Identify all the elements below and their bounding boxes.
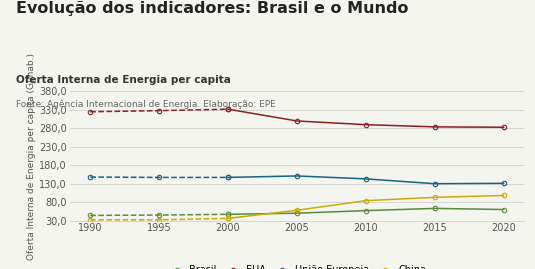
Text: Evolução dos indicadores: Brasil e o Mundo: Evolução dos indicadores: Brasil e o Mun… [16,1,409,16]
Text: Fonte: Agência Internacional de Energia. Elaboração: EPE: Fonte: Agência Internacional de Energia.… [16,100,276,109]
Text: Oferta Interna de Energia per capita: Oferta Interna de Energia per capita [16,75,231,85]
Y-axis label: Oferta Interna de Energia per capita (GJ/hab.): Oferta Interna de Energia per capita (GJ… [27,52,36,260]
Legend: Brasil, EUA, União Europeia, China: Brasil, EUA, União Europeia, China [164,261,430,269]
